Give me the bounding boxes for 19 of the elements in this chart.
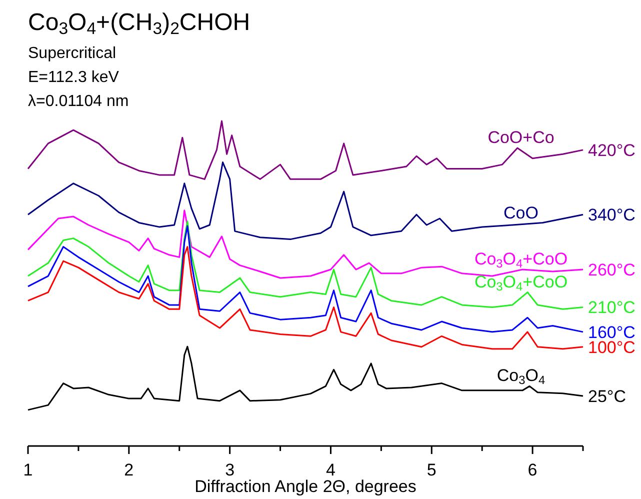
x-tick-label: 1 [23,460,33,480]
x-tick-label: 3 [225,460,235,480]
chart-subtitle: Supercritical E=112.3 keV λ=0.01104 nm [28,45,129,110]
annotation: Co$_{3}$O$_{4}$+CoO [474,250,568,271]
x-tick-label: 4 [326,460,336,480]
x-axis-title: Diffraction Angle 2Θ, degrees [194,477,416,496]
series-label: 340°C [588,206,636,225]
series-label: 420°C [588,140,636,160]
annotation: CoO [504,203,538,222]
annotation: Co$_{3}$O$_{4}$+CoO [474,272,568,294]
series-label: 260°C [588,260,636,280]
x-tick-label: 6 [528,460,538,480]
x-tick-label: 5 [426,460,436,480]
annotation: CoO+Co [488,128,554,147]
x-tick-label: 2 [124,460,134,480]
chart-title: Co$_{3}$O$_{4}$+(CH$_{3}$)$_{2}$CHOH [28,9,250,38]
series-label: 210°C [588,298,636,318]
annotation: Co$_{3}$O$_{4}$ [496,366,546,388]
series-label: 25°C [588,386,626,406]
